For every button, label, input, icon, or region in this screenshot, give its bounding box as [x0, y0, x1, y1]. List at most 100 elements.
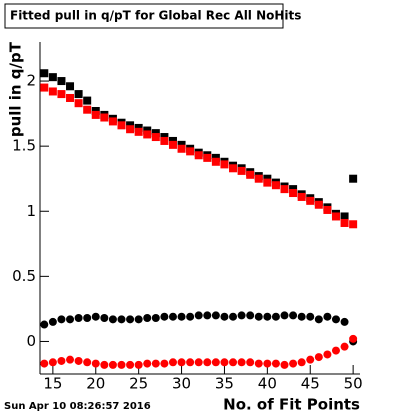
circle-marker	[314, 353, 323, 362]
square-marker	[151, 133, 160, 142]
y-tick-label: 0	[26, 332, 36, 350]
circle-marker	[246, 311, 255, 320]
circle-marker	[134, 315, 143, 324]
circle-marker	[57, 315, 66, 324]
square-marker	[57, 77, 66, 86]
circle-marker	[203, 311, 212, 320]
circle-marker	[280, 360, 289, 369]
circle-marker	[237, 358, 246, 367]
square-marker	[323, 205, 332, 214]
circle-marker	[331, 315, 340, 324]
square-marker	[57, 90, 66, 99]
chart-title: Fitted pull in q/pT for Global Rec All N…	[10, 9, 301, 23]
circle-marker	[263, 312, 272, 321]
square-marker	[117, 121, 126, 130]
circle-marker	[289, 359, 298, 368]
square-marker	[134, 127, 143, 136]
circle-marker	[194, 311, 203, 320]
circle-marker	[220, 312, 229, 321]
square-marker	[314, 200, 323, 209]
square-marker	[340, 218, 349, 227]
square-marker	[83, 96, 92, 105]
square-marker	[246, 170, 255, 179]
x-tick-label: 35	[215, 375, 234, 393]
circle-marker	[203, 358, 212, 367]
square-marker	[254, 174, 263, 183]
circle-marker	[74, 314, 83, 323]
circle-marker	[134, 360, 143, 369]
square-marker	[74, 90, 83, 99]
circle-marker	[91, 359, 100, 368]
square-marker	[40, 69, 49, 78]
y-tick-label: 2	[26, 72, 36, 90]
square-marker	[160, 136, 169, 145]
circle-marker	[331, 346, 340, 355]
square-marker	[126, 125, 135, 134]
square-marker	[108, 117, 117, 126]
x-tick-label: 15	[43, 375, 62, 393]
circle-marker	[57, 356, 66, 365]
square-marker	[194, 151, 203, 160]
circle-marker	[151, 359, 160, 368]
x-tick-label: 40	[258, 375, 277, 393]
circle-marker	[289, 311, 298, 320]
circle-marker	[254, 359, 263, 368]
circle-marker	[143, 359, 152, 368]
x-tick-label: 20	[86, 375, 105, 393]
square-marker	[48, 73, 57, 82]
circle-marker	[74, 356, 83, 365]
circle-marker	[186, 312, 195, 321]
square-marker	[349, 174, 358, 183]
circle-marker	[40, 359, 49, 368]
circle-marker	[117, 315, 126, 324]
circle-marker	[271, 359, 280, 368]
circle-marker	[349, 334, 358, 343]
circle-marker	[117, 360, 126, 369]
circle-marker	[151, 314, 160, 323]
square-marker	[306, 196, 315, 205]
x-axis-title: No. of Fit Points	[223, 396, 360, 414]
circle-marker	[246, 358, 255, 367]
circle-marker	[108, 360, 117, 369]
circle-marker	[263, 359, 272, 368]
square-marker	[91, 110, 100, 119]
square-marker	[143, 130, 152, 139]
circle-marker	[168, 358, 177, 367]
square-marker	[186, 147, 195, 156]
circle-marker	[168, 312, 177, 321]
circle-marker	[254, 312, 263, 321]
square-marker	[340, 212, 349, 221]
square-marker	[40, 83, 49, 92]
circle-marker	[91, 312, 100, 321]
circle-marker	[340, 342, 349, 351]
square-marker	[211, 157, 220, 166]
title-box	[4, 3, 284, 29]
square-marker	[229, 164, 238, 173]
square-marker	[66, 93, 75, 102]
circle-marker	[186, 358, 195, 367]
circle-marker	[229, 358, 238, 367]
square-marker	[168, 140, 177, 149]
circle-marker	[40, 320, 49, 329]
circle-marker	[211, 311, 220, 320]
circle-marker	[306, 312, 315, 321]
x-tick-label: 30	[172, 375, 191, 393]
circle-marker	[306, 355, 315, 364]
circle-marker	[177, 312, 186, 321]
circle-marker	[108, 315, 117, 324]
square-marker	[349, 220, 358, 229]
square-marker	[48, 87, 57, 96]
square-marker	[331, 212, 340, 221]
footer: Sun Apr 10 08:26:57 2016	[4, 401, 151, 412]
square-marker	[271, 181, 280, 190]
circle-marker	[177, 358, 186, 367]
x-tick-label: 25	[129, 375, 148, 393]
circle-marker	[194, 358, 203, 367]
square-marker	[100, 113, 109, 122]
circle-marker	[280, 311, 289, 320]
circle-marker	[48, 358, 57, 367]
circle-marker	[340, 317, 349, 326]
circle-marker	[100, 314, 109, 323]
circle-marker	[66, 355, 75, 364]
